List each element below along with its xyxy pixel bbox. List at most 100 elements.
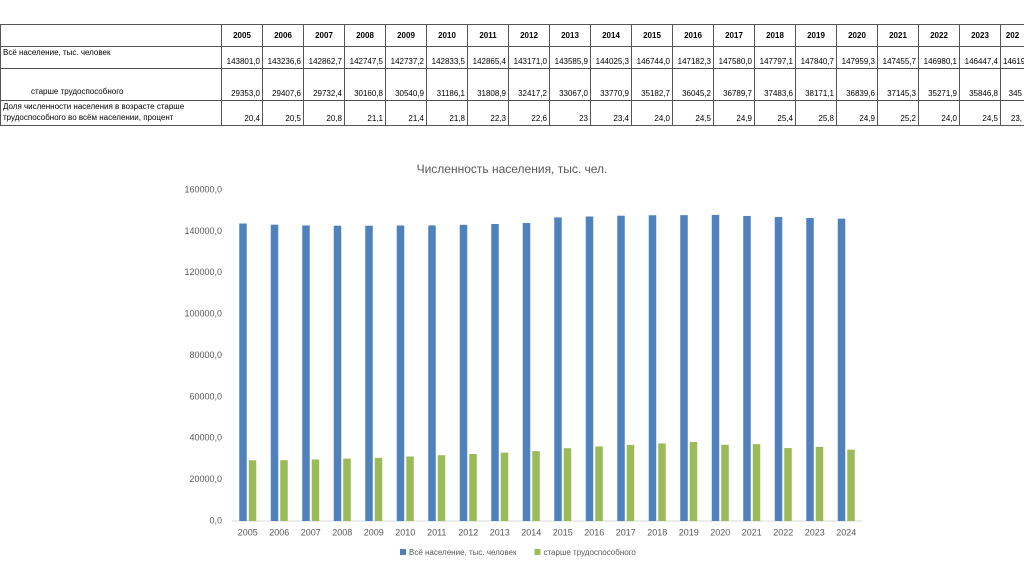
- bar: [491, 223, 499, 521]
- year-header: 2018: [754, 24, 796, 47]
- bar: [365, 225, 373, 522]
- bar: [428, 225, 436, 521]
- table-row: Доля численности населения в возрасте ст…: [0, 100, 1024, 126]
- value-cell: 147797,1: [754, 46, 796, 69]
- chart-title: Численность населения, тыс. чел.: [417, 162, 608, 176]
- y-tick-label: 100000,0: [184, 309, 222, 319]
- bar: [437, 455, 446, 521]
- year-header: 202: [1000, 24, 1024, 47]
- y-tick-label: 80000,0: [189, 350, 222, 360]
- year-header: 2010: [426, 24, 468, 47]
- y-tick-label: 0,0: [209, 515, 222, 525]
- bar: [522, 223, 531, 521]
- year-header: 2021: [877, 24, 919, 47]
- value-cell: 32417,2: [508, 68, 550, 101]
- row-label: старше трудоспособного: [0, 68, 222, 101]
- bar: [302, 225, 310, 521]
- bar: [248, 460, 257, 521]
- value-cell: 143171,0: [508, 46, 550, 69]
- bar: [689, 442, 698, 521]
- year-header: 2015: [631, 24, 673, 47]
- value-cell: 29732,4: [303, 68, 345, 101]
- year-header: 2016: [672, 24, 714, 47]
- bar: [396, 225, 405, 522]
- bar: [280, 460, 288, 521]
- value-cell: 147455,7: [877, 46, 919, 69]
- value-cell: 24,9: [836, 100, 878, 126]
- x-tick-label: 2006: [269, 527, 289, 537]
- x-tick-label: 2018: [647, 527, 667, 537]
- corner-cell: [0, 24, 222, 47]
- value-cell: 14619: [1000, 46, 1024, 69]
- value-cell: 144025,3: [590, 46, 632, 69]
- x-tick-label: 2022: [773, 527, 793, 537]
- value-cell: 142737,2: [385, 46, 427, 69]
- bar: [743, 215, 751, 521]
- x-tick-label: 2011: [427, 527, 446, 537]
- bar: [626, 444, 635, 521]
- bar: [532, 451, 540, 521]
- value-cell: 22,3: [467, 100, 509, 126]
- value-cell: 143585,9: [549, 46, 591, 69]
- x-tick-label: 2007: [301, 527, 321, 537]
- value-cell: 24,0: [631, 100, 673, 126]
- bar: [711, 214, 720, 522]
- x-tick-label: 2019: [679, 527, 699, 537]
- bar: [311, 459, 320, 521]
- bar: [270, 224, 279, 521]
- x-tick-label: 2024: [836, 527, 856, 537]
- value-cell: 146447,4: [959, 46, 1001, 69]
- bar: [617, 215, 625, 521]
- table-row: Всё население, тыс. человек 143801,0 14323…: [0, 46, 1024, 69]
- x-tick-label: 2005: [238, 527, 258, 537]
- x-tick-label: 2016: [584, 527, 604, 537]
- value-cell: 24,9: [713, 100, 755, 126]
- bar: [406, 456, 414, 521]
- x-tick-label: 2021: [742, 527, 762, 537]
- year-header: 2005: [221, 24, 263, 47]
- x-tick-label: 2012: [458, 527, 478, 537]
- year-header: 2009: [385, 24, 427, 47]
- legend-label: Всё население, тыс. человек: [409, 548, 517, 557]
- year-header: 2007: [303, 24, 345, 47]
- table-row: старше трудоспособного 29353,0 29407,6 2973…: [0, 68, 1024, 101]
- value-cell: 24,5: [672, 100, 714, 126]
- value-cell: 35846,8: [959, 68, 1001, 101]
- x-tick-label: 2017: [616, 527, 636, 537]
- value-cell: 20,5: [262, 100, 304, 126]
- bar: [752, 444, 761, 521]
- value-cell: 147182,3: [672, 46, 714, 69]
- value-cell: 38171,1: [795, 68, 837, 101]
- bar: [333, 225, 342, 522]
- year-header: 2013: [549, 24, 591, 47]
- value-cell: 146744,0: [631, 46, 673, 69]
- value-cell: 23,4: [590, 100, 632, 126]
- bar: [806, 218, 814, 522]
- x-tick-label: 2015: [553, 527, 573, 537]
- year-header: 2023: [959, 24, 1001, 47]
- value-cell: 24,5: [959, 100, 1001, 126]
- year-header: 2022: [918, 24, 960, 47]
- x-tick-label: 2014: [521, 527, 541, 537]
- bar: [595, 446, 603, 521]
- bar: [554, 217, 562, 522]
- value-cell: 24,0: [918, 100, 960, 126]
- bar: [774, 216, 783, 521]
- x-tick-label: 2010: [395, 527, 415, 537]
- value-cell: 25,8: [795, 100, 837, 126]
- x-tick-label: 2008: [332, 527, 352, 537]
- value-cell: 36839,6: [836, 68, 878, 101]
- value-cell: 147580,0: [713, 46, 755, 69]
- bar: [815, 446, 824, 521]
- bar: [721, 444, 729, 521]
- bar: [239, 223, 247, 521]
- y-tick-label: 40000,0: [189, 433, 222, 443]
- value-cell: 23: [549, 100, 591, 126]
- value-cell: 20,8: [303, 100, 345, 126]
- bar: [585, 216, 594, 522]
- value-cell: 22,6: [508, 100, 550, 126]
- value-cell: 21,1: [344, 100, 386, 126]
- bar: [459, 224, 468, 521]
